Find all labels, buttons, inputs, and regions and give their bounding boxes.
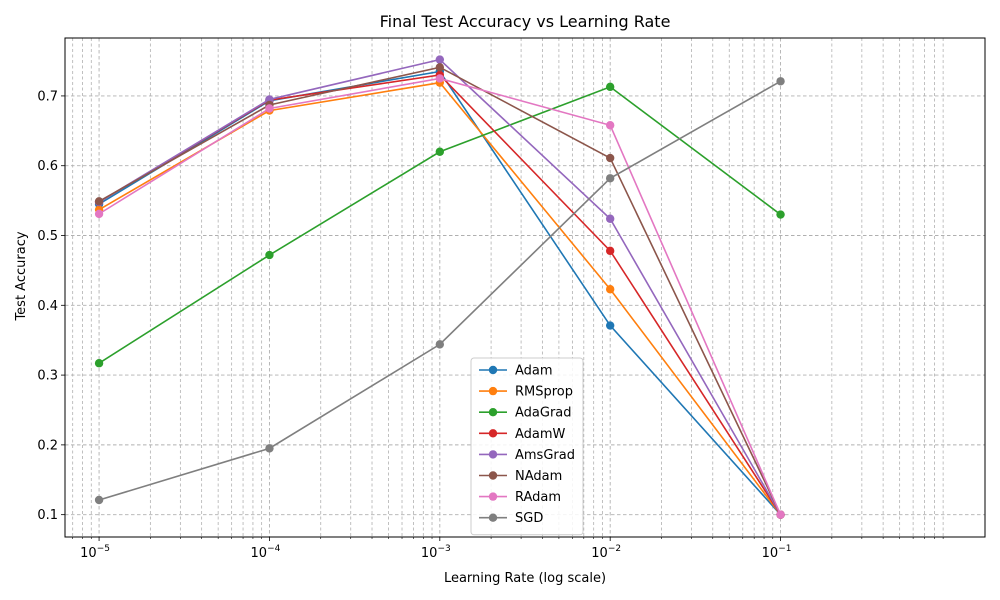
legend-swatch-marker <box>488 450 498 459</box>
x-axis-label: Learning Rate (log scale) <box>444 571 606 586</box>
y-axis-label: Test Accuracy <box>14 231 29 321</box>
legend-box <box>470 357 584 536</box>
legend-label: AdamW <box>515 427 566 442</box>
x-tick-label: 10−1 <box>762 544 792 561</box>
x-tick-label: 10−3 <box>421 544 451 561</box>
data-point <box>605 121 615 130</box>
legend-item: RAdam <box>479 490 561 505</box>
legend-label: AmsGrad <box>515 448 575 463</box>
data-point <box>265 444 274 453</box>
data-point <box>776 210 785 219</box>
legend-swatch-marker <box>488 408 498 417</box>
y-tick-label: 0.4 <box>37 299 58 314</box>
legend-swatch-marker <box>488 365 498 375</box>
legend-label: AdaGrad <box>515 406 572 421</box>
series-adagrad <box>94 82 785 368</box>
legend-label: Adam <box>515 364 553 379</box>
legend-swatch-marker <box>488 513 498 522</box>
x-axis: 10−5 10−4 10−3 10−2 10−1 <box>72 537 944 561</box>
data-point <box>94 495 104 505</box>
data-point <box>94 209 104 219</box>
x-tick-label: 10−2 <box>591 544 621 561</box>
legend-item: Adam <box>479 364 553 379</box>
legend-item: SGD <box>479 511 543 526</box>
legend-swatch-marker <box>488 492 498 501</box>
data-point <box>776 510 785 519</box>
data-point <box>605 246 615 256</box>
legend-item: RMSprop <box>479 385 573 400</box>
data-point <box>435 55 445 64</box>
y-tick-label: 0.6 <box>37 159 58 174</box>
data-point <box>776 77 785 86</box>
series-layer <box>94 55 785 519</box>
data-point <box>605 214 615 223</box>
data-point <box>265 104 274 113</box>
data-point <box>605 321 615 330</box>
data-point <box>605 285 615 294</box>
legend-label: NAdam <box>515 469 562 484</box>
data-point <box>265 250 274 260</box>
legend-item: AdaGrad <box>479 406 572 421</box>
data-point <box>435 147 445 156</box>
legend-swatch-marker <box>488 386 498 396</box>
x-tick-label: 10−5 <box>80 544 110 561</box>
data-point <box>94 197 104 206</box>
x-tick-label: 10−4 <box>251 544 281 561</box>
legend-item: AdamW <box>479 427 566 442</box>
legend-item: AmsGrad <box>479 448 575 463</box>
y-tick-label: 0.2 <box>37 438 58 453</box>
y-tick-label: 0.5 <box>37 229 58 244</box>
data-point <box>435 340 445 349</box>
data-point <box>94 359 104 368</box>
y-tick-label: 0.7 <box>37 89 58 104</box>
legend-label: RMSprop <box>515 385 573 400</box>
legend: Adam RMSprop AdaGrad AdamW AmsGrad NAdam RAdam… <box>470 357 584 536</box>
y-tick-label: 0.3 <box>37 369 58 384</box>
plot-frame <box>64 37 986 538</box>
data-point <box>435 63 445 72</box>
chart-title: Final Test Accuracy vs Learning Rate <box>380 12 671 31</box>
data-point <box>605 153 615 163</box>
series-radam <box>94 74 785 519</box>
y-tick-label: 0.1 <box>37 508 58 523</box>
legend-item: NAdam <box>479 469 562 484</box>
data-point <box>605 82 615 92</box>
legend-swatch-marker <box>488 471 498 480</box>
series-sgd <box>94 77 785 505</box>
y-axis: 0.1 0.2 0.3 0.4 0.5 0.6 0.7 <box>37 89 65 523</box>
legend-swatch-marker <box>488 429 498 438</box>
legend-label: RAdam <box>515 490 561 505</box>
legend-label: SGD <box>515 511 543 526</box>
data-point <box>435 74 445 83</box>
data-point <box>605 174 615 183</box>
